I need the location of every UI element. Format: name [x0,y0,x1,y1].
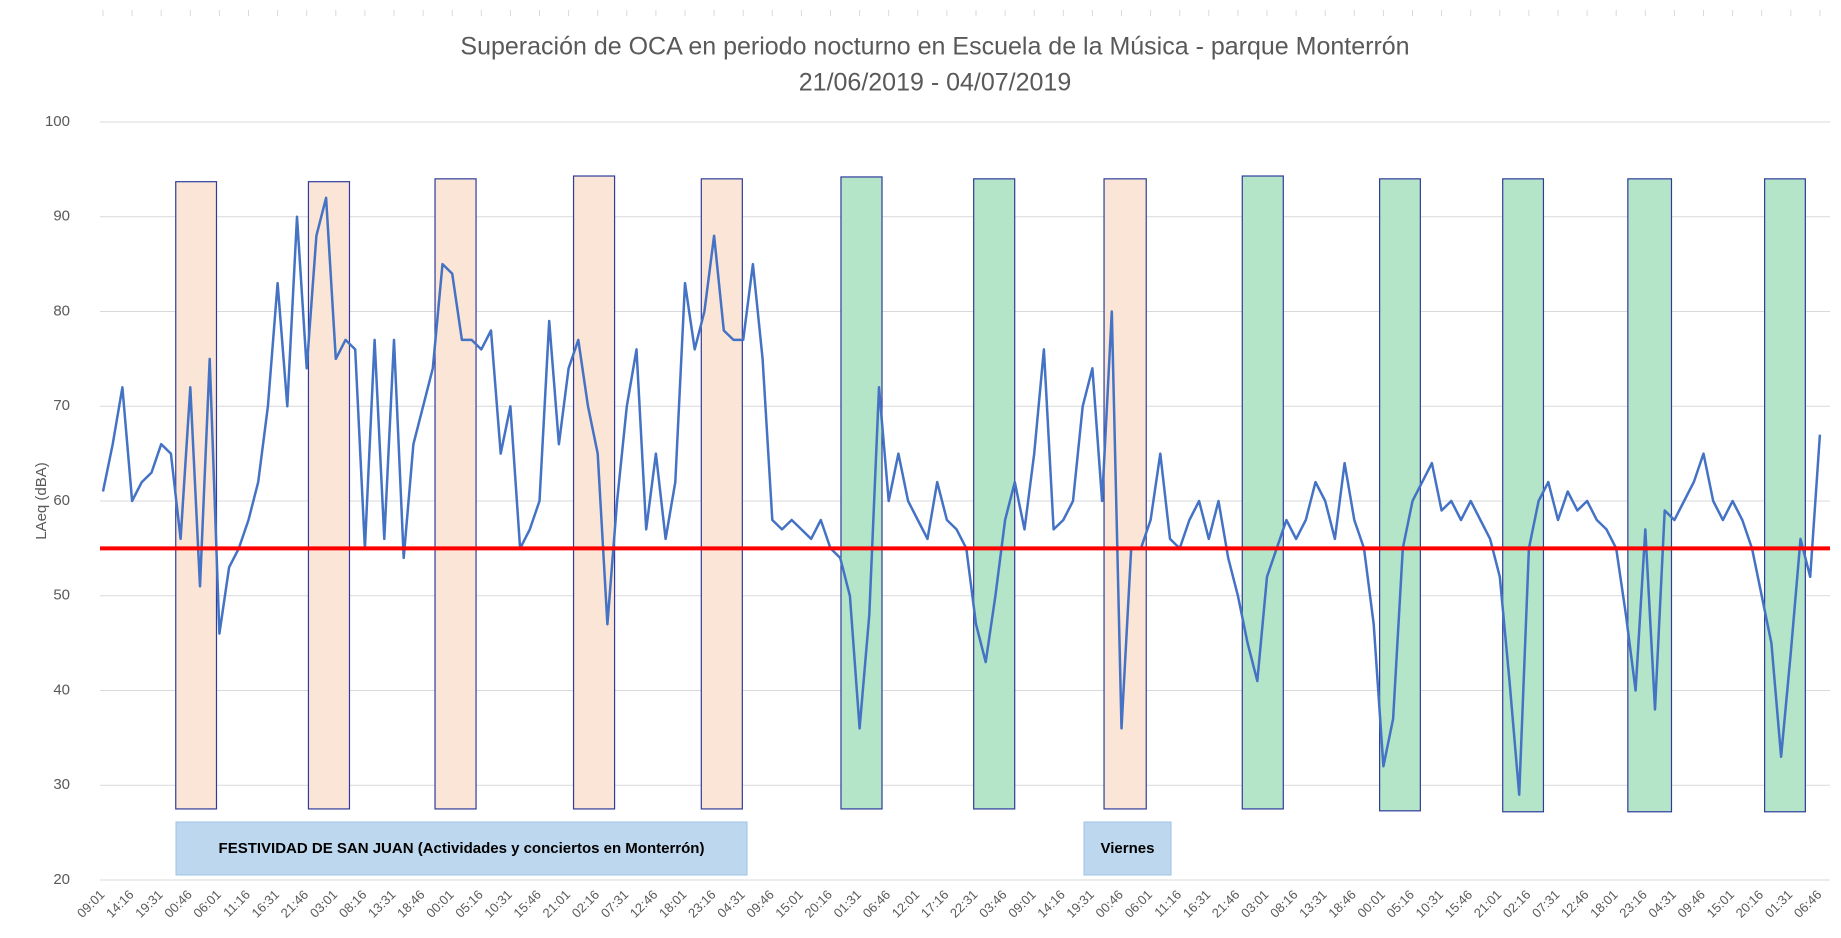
y-axis-label: LAeq (dBA) [33,462,50,540]
y-tick-label: 40 [53,681,70,698]
period-highlight [1103,178,1147,810]
y-tick-label: 90 [53,208,70,225]
annotation-text: FESTIVIDAD DE SAN JUAN (Actividades y co… [219,840,705,857]
y-tick-label: 30 [53,776,70,793]
period-highlight [700,178,743,810]
y-tick-label: 70 [53,397,70,414]
y-tick-label: 100 [45,113,70,130]
annotation-box [1083,821,1172,876]
y-tick-label: 80 [53,302,70,319]
annotation-box [175,821,748,876]
period-highlight [1241,175,1284,810]
chart-subtitle: 21/06/2019 - 04/07/2019 [799,69,1071,97]
chart-title: Superación de OCA en periodo nocturno en… [460,33,1409,61]
period-highlight [1627,178,1673,813]
period-highlight [572,175,616,810]
period-highlight [973,178,1016,810]
y-tick-label: 60 [53,492,70,509]
period-highlight [1379,178,1421,812]
data-line [101,196,1822,796]
y-tick-label: 20 [53,871,70,888]
period-highlight [307,181,351,810]
y-tick-label: 50 [53,587,70,604]
annotation-text: Viernes [1101,840,1155,857]
